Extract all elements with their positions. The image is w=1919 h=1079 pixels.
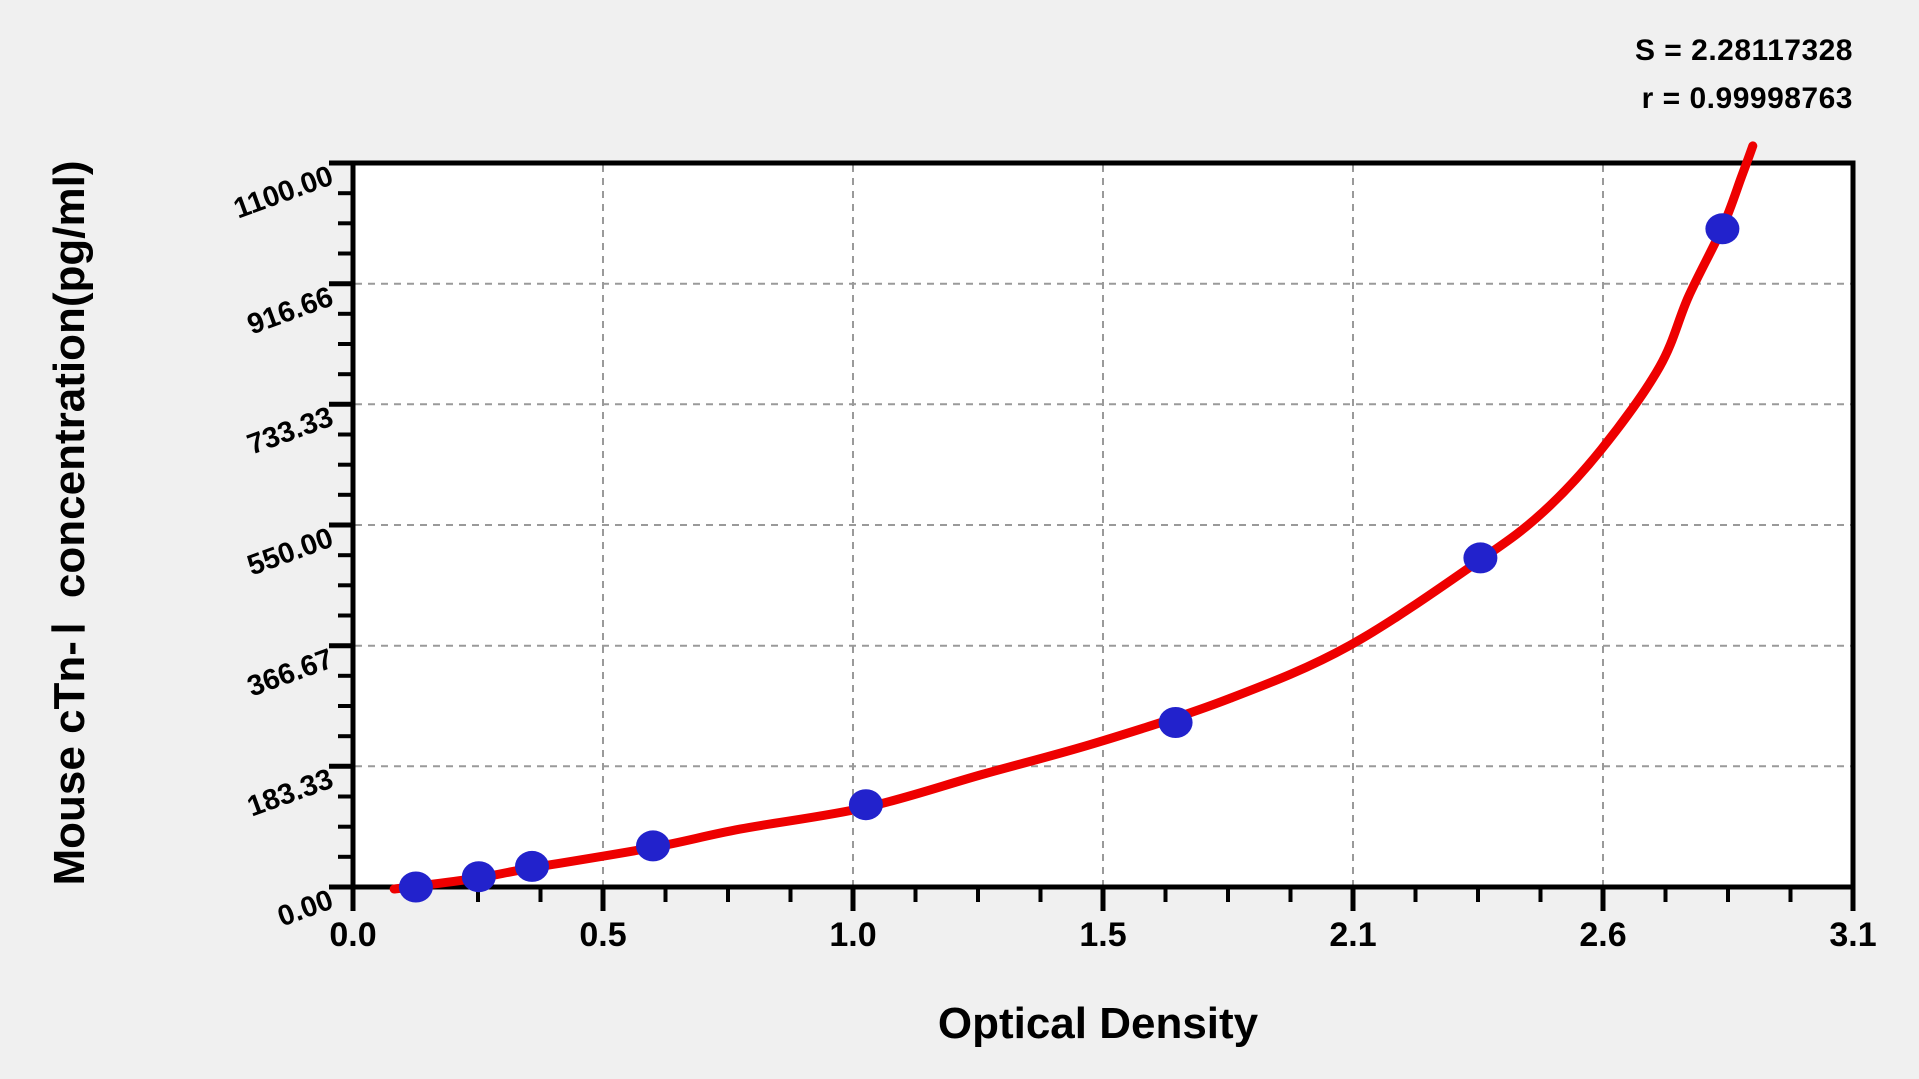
y-axis-title-prefix: Mouse cTn-	[45, 641, 94, 886]
data-point	[636, 830, 670, 862]
data-point	[1705, 213, 1740, 245]
x-tick-label: 3.1	[1829, 916, 1877, 954]
y-axis-title: Mouse cTn- Ⅰconcentration(pg/ml)	[39, 73, 101, 973]
data-point	[1463, 542, 1498, 574]
stat-s-value: S = 2.28117328	[1634, 34, 1853, 67]
x-tick-label: 2.1	[1329, 916, 1377, 954]
x-tick-label: 2.6	[1579, 916, 1627, 954]
plot-frame	[350, 160, 1856, 890]
x-tick-label: 1.5	[1079, 916, 1127, 954]
data-point	[515, 850, 549, 882]
data-point	[1158, 707, 1193, 738]
data-point	[461, 861, 496, 893]
x-tick-label: 0.5	[579, 916, 627, 954]
stat-r-value: r = 0.99998763	[1641, 82, 1853, 115]
x-tick-label: 1.0	[829, 916, 877, 954]
fit-curve-line	[389, 141, 1758, 894]
data-point	[848, 789, 883, 821]
y-axis-title-suffix: concentration(pg/ml)	[45, 160, 94, 599]
x-tick-label: 0.0	[329, 916, 377, 954]
x-axis-title: Optical Density	[937, 999, 1259, 1048]
roman-numeral-one: Ⅰ	[45, 622, 94, 636]
data-point	[398, 871, 433, 903]
